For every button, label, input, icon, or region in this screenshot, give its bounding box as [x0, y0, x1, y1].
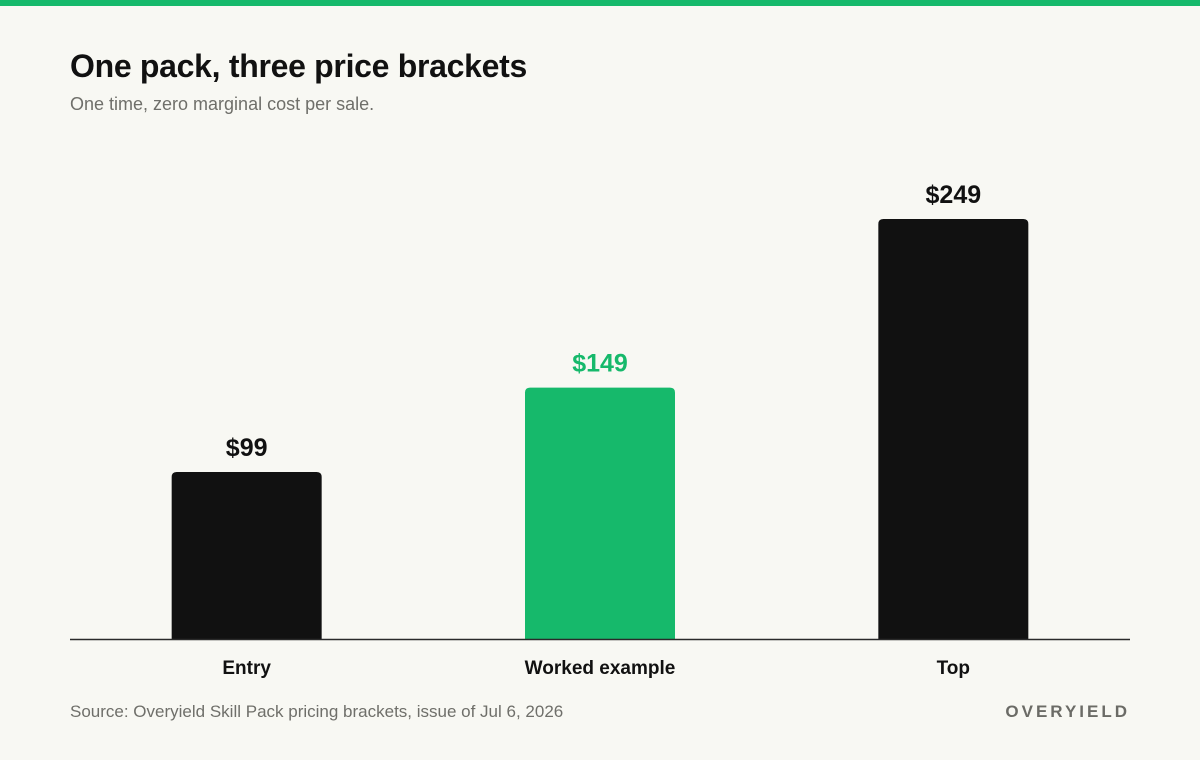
- value-label-worked-example: $149: [572, 350, 628, 378]
- bar-worked-example: [525, 387, 675, 639]
- chart-subtitle: One time, zero marginal cost per sale.: [70, 94, 375, 114]
- brand-accent-bar: [0, 0, 1200, 6]
- category-label-top: Top: [937, 658, 970, 679]
- brand-wordmark: OVERYIELD: [1005, 702, 1130, 721]
- bar-entry: [171, 472, 322, 639]
- chart-title: One pack, three price brackets: [70, 48, 528, 84]
- value-label-top: $249: [926, 181, 982, 209]
- category-label-worked-example: Worked example: [525, 658, 676, 679]
- category-label-entry: Entry: [222, 658, 271, 679]
- bar-top: [878, 219, 1029, 639]
- value-label-entry: $99: [226, 434, 268, 462]
- source-note: Source: Overyield Skill Pack pricing bra…: [70, 702, 564, 721]
